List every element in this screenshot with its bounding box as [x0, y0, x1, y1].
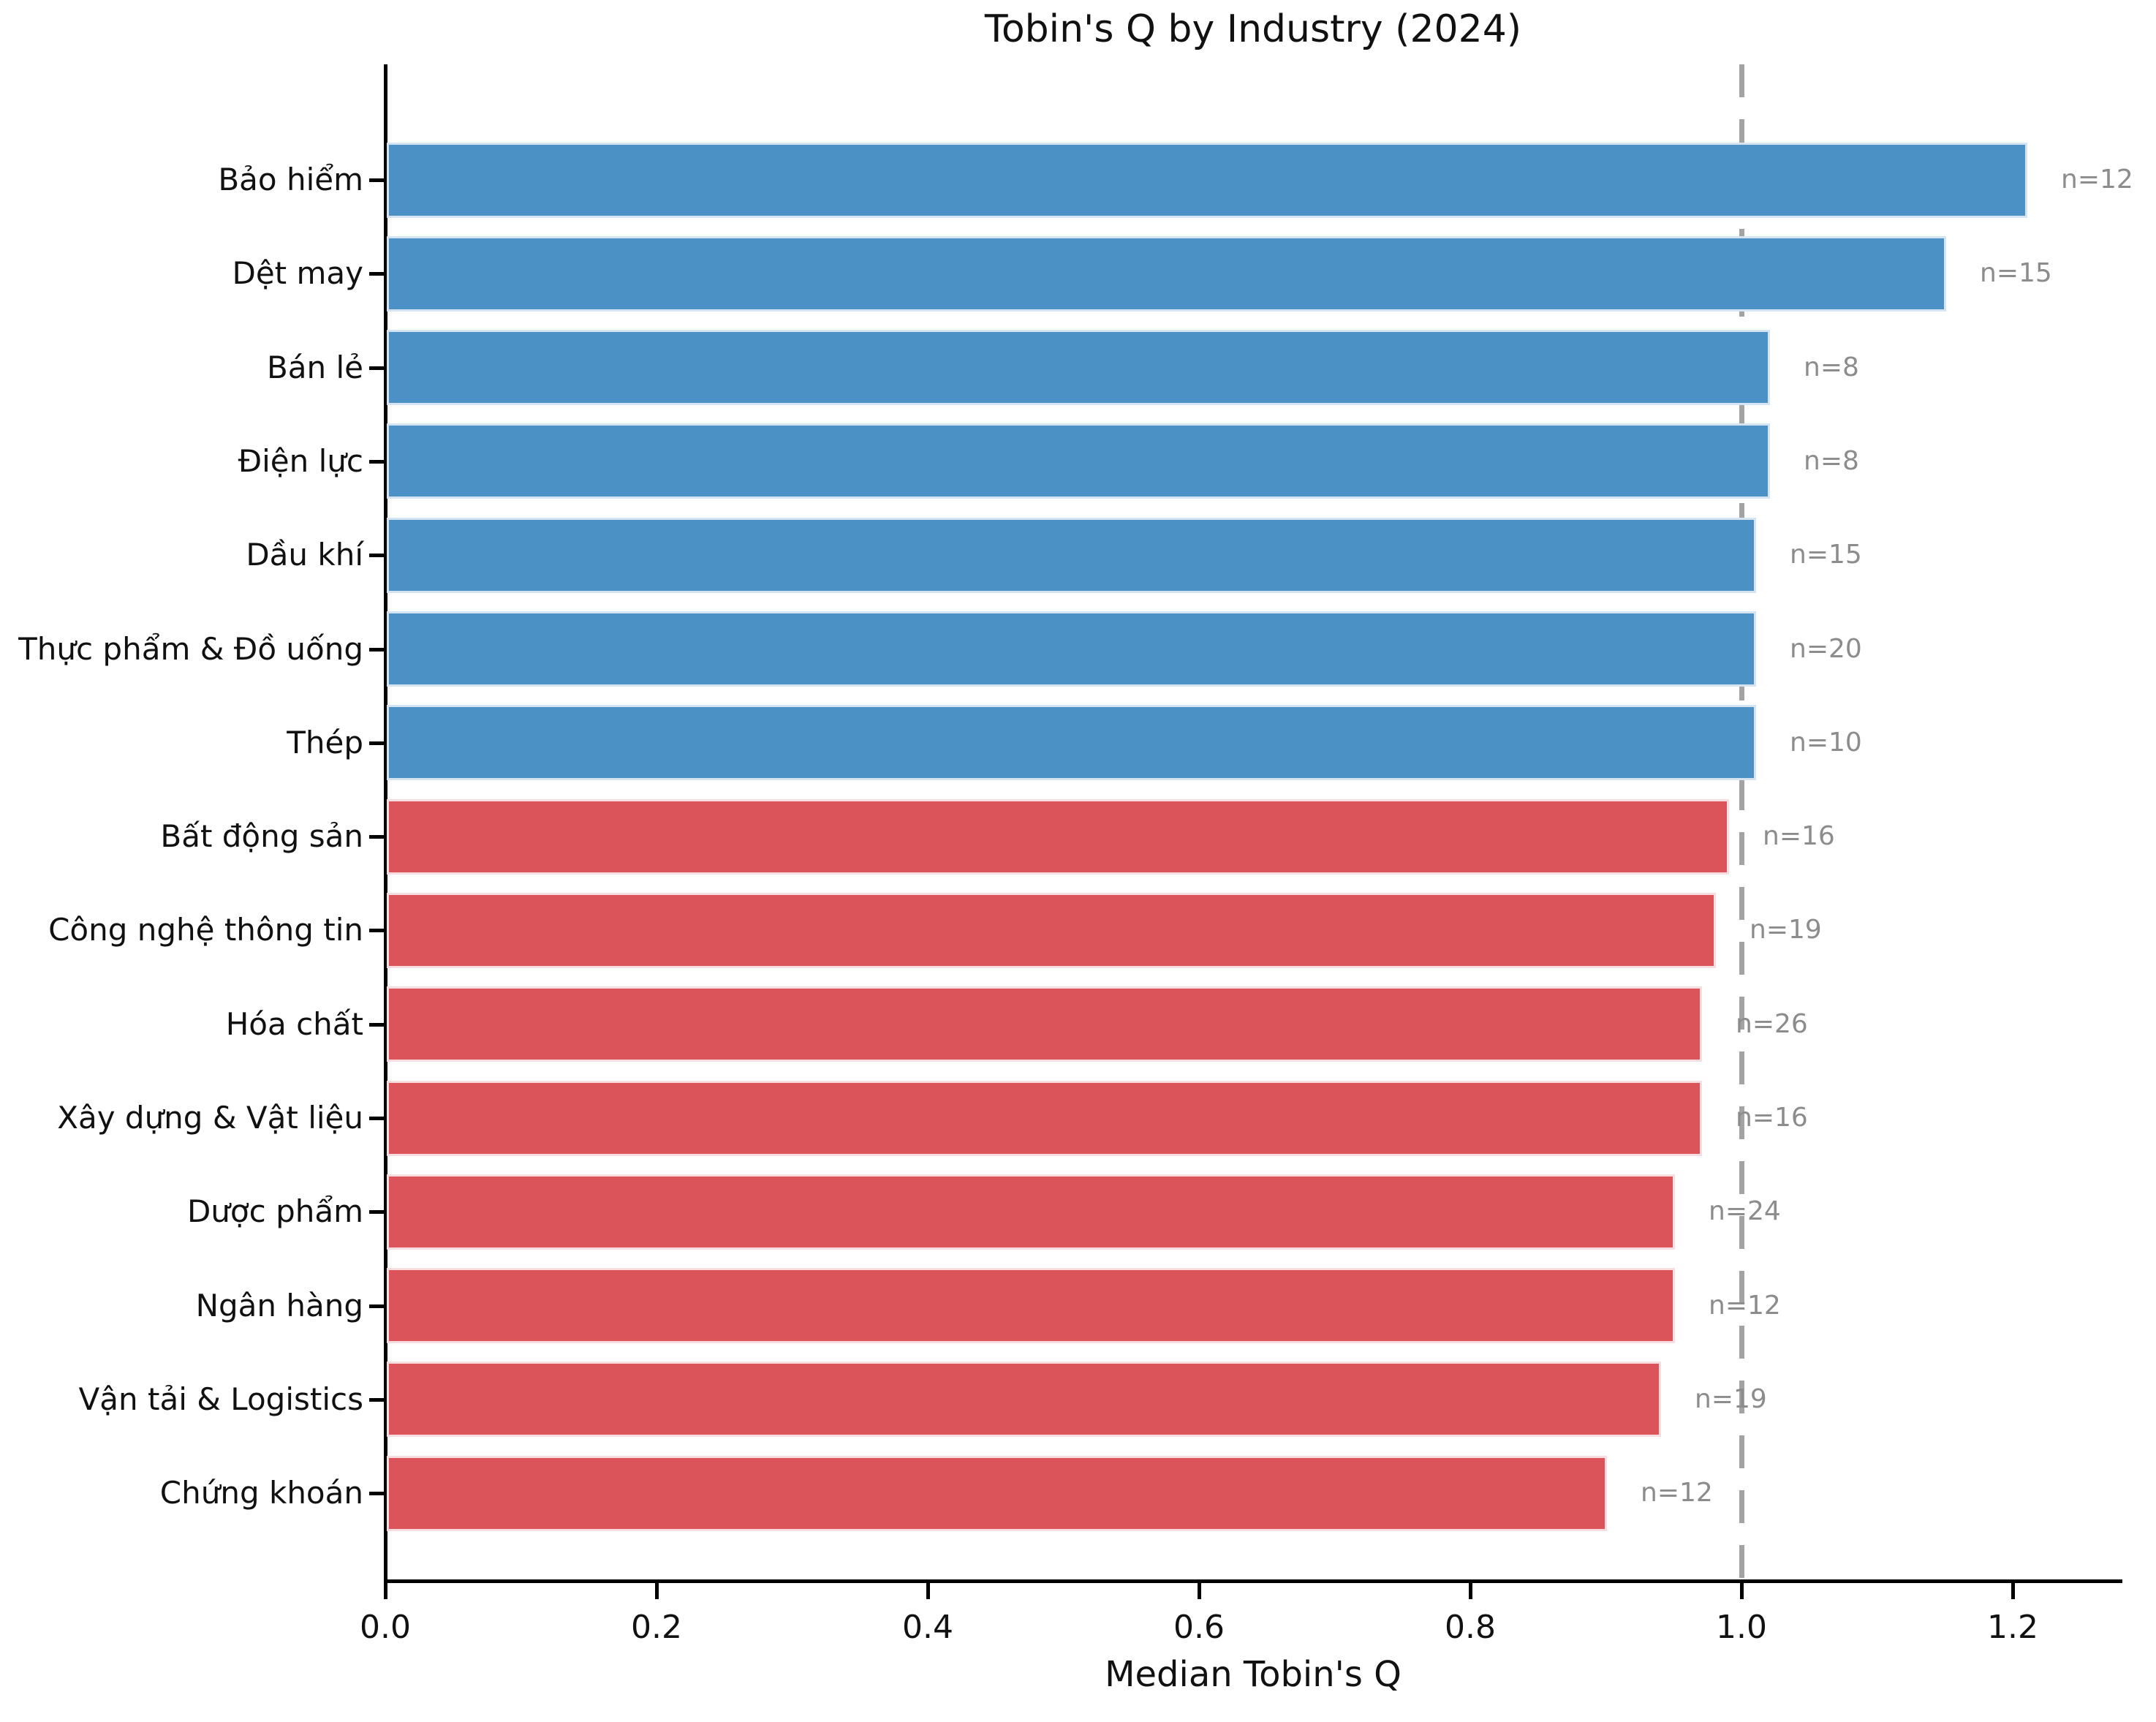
y-tick-label: Bán lẻ	[266, 350, 363, 385]
bar-count-annotation: n=19	[1750, 915, 1822, 945]
x-tick-mark	[2011, 1583, 2015, 1599]
x-axis-label: Median Tobin's Q	[1105, 1654, 1402, 1695]
bar-count-annotation: n=24	[1709, 1196, 1781, 1226]
bar-count-annotation: n=8	[1804, 446, 1859, 476]
bar	[387, 1362, 1661, 1437]
y-tick-mark	[369, 1398, 385, 1402]
y-tick-mark	[369, 1117, 385, 1120]
x-tick-label: 0.4	[902, 1609, 953, 1646]
y-tick-label: Xây dựng & Vật liệu	[57, 1100, 363, 1136]
y-tick-mark	[369, 929, 385, 932]
bar-count-annotation: n=15	[1980, 258, 2052, 288]
bar	[387, 236, 1946, 311]
x-tick-mark	[1469, 1583, 1472, 1599]
y-tick-label: Dệt may	[232, 255, 363, 291]
y-tick-label: Thực phẩm & Đồ uống	[18, 631, 363, 667]
x-tick-label: 1.2	[1987, 1609, 2038, 1646]
y-tick-label: Thép	[287, 725, 363, 760]
x-tick-mark	[926, 1583, 930, 1599]
y-tick-label: Ngân hàng	[195, 1288, 363, 1323]
y-tick-mark	[369, 178, 385, 182]
chart-title: Tobin's Q by Industry (2024)	[984, 7, 1522, 51]
y-tick-mark	[369, 1492, 385, 1495]
bar-count-annotation: n=10	[1790, 728, 1862, 758]
y-tick-mark	[369, 366, 385, 370]
bar-count-annotation: n=12	[2061, 165, 2133, 195]
bar	[387, 143, 2027, 218]
x-tick-label: 0.2	[631, 1609, 682, 1646]
bar	[387, 1174, 1675, 1250]
x-tick-mark	[384, 1583, 387, 1599]
x-tick-label: 0.0	[360, 1609, 411, 1646]
x-tick-label: 0.8	[1445, 1609, 1496, 1646]
bar-count-annotation: n=16	[1736, 1103, 1808, 1133]
y-tick-mark	[369, 460, 385, 464]
x-tick-label: 0.6	[1173, 1609, 1225, 1646]
y-tick-label: Dược phẩm	[186, 1193, 363, 1229]
x-tick-mark	[655, 1583, 659, 1599]
bar-count-annotation: n=12	[1641, 1478, 1713, 1508]
bar	[387, 705, 1756, 780]
bar	[387, 423, 1770, 499]
bar-count-annotation: n=26	[1736, 1009, 1808, 1039]
bar-count-annotation: n=19	[1695, 1384, 1767, 1414]
bar	[387, 1081, 1702, 1156]
y-tick-label: Dầu khí	[246, 537, 363, 573]
reference-line	[1739, 64, 1744, 1579]
bar-count-annotation: n=8	[1804, 352, 1859, 382]
bar-count-annotation: n=15	[1790, 540, 1862, 570]
bar-count-annotation: n=16	[1763, 821, 1835, 851]
y-tick-label: Bảo hiểm	[218, 162, 363, 197]
bar	[387, 1456, 1607, 1531]
bar	[387, 1268, 1675, 1343]
x-tick-mark	[1740, 1583, 1744, 1599]
x-tick-mark	[1198, 1583, 1201, 1599]
y-tick-mark	[369, 1304, 385, 1308]
x-tick-label: 1.0	[1716, 1609, 1767, 1646]
y-tick-mark	[369, 741, 385, 745]
y-tick-label: Công nghệ thông tin	[48, 912, 363, 948]
bar-count-annotation: n=20	[1790, 634, 1862, 664]
y-tick-mark	[369, 272, 385, 276]
y-tick-label: Điện lực	[238, 443, 363, 479]
bar	[387, 518, 1756, 593]
bar-count-annotation: n=12	[1709, 1291, 1781, 1321]
y-tick-label: Chứng khoán	[159, 1475, 363, 1511]
y-tick-label: Vận tải & Logistics	[78, 1381, 363, 1417]
y-tick-mark	[369, 554, 385, 557]
y-tick-mark	[369, 835, 385, 839]
bar	[387, 799, 1729, 875]
y-tick-label: Hóa chất	[225, 1006, 363, 1042]
y-axis-spine	[384, 64, 387, 1579]
x-axis-spine	[384, 1579, 2122, 1583]
y-tick-mark	[369, 1023, 385, 1027]
y-tick-mark	[369, 648, 385, 652]
bar	[387, 330, 1770, 405]
y-tick-label: Bất động sản	[160, 818, 363, 854]
bar	[387, 893, 1716, 968]
bar	[387, 611, 1756, 687]
y-tick-mark	[369, 1210, 385, 1214]
bar	[387, 986, 1702, 1062]
